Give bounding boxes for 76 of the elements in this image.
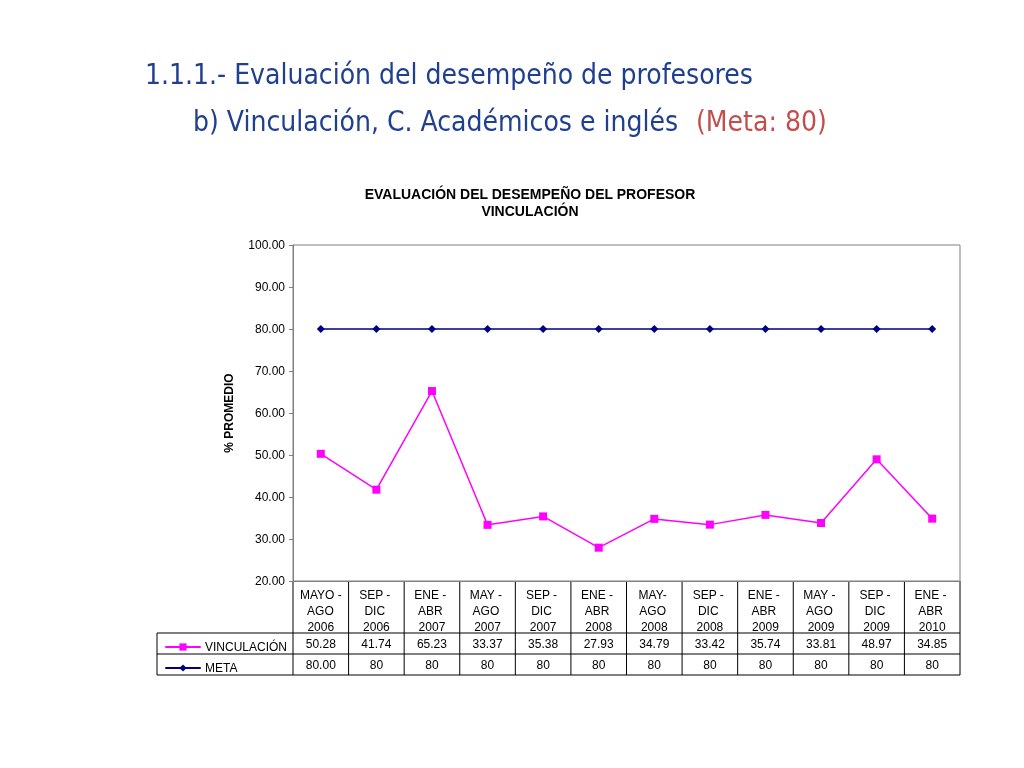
point — [316, 325, 325, 333]
data-label: 80 — [703, 657, 717, 672]
point — [928, 325, 937, 333]
x-tick-label: ENE - ABR 2008 — [581, 588, 617, 634]
legend-label: META — [205, 661, 238, 675]
data-label: 80 — [536, 657, 551, 672]
point — [316, 449, 325, 458]
y-axis-title: % PROMEDIO — [222, 373, 236, 453]
data-label: 80 — [480, 657, 495, 672]
x-tick-label: MAY- AGO 2008 — [638, 588, 670, 634]
x-tick-label: SEP - DIC 2006 — [359, 588, 394, 634]
point — [650, 325, 659, 333]
point — [372, 485, 381, 494]
y-tick-label: 30.00 — [254, 532, 286, 546]
data-label: 33.42 — [694, 636, 726, 651]
x-tick-label: MAY - AGO 2007 — [469, 588, 506, 634]
data-label: 48.97 — [861, 636, 892, 651]
data-label: 80 — [647, 657, 662, 672]
data-label: 35.38 — [528, 636, 559, 651]
point — [928, 514, 937, 523]
point — [539, 512, 548, 521]
point — [872, 455, 881, 464]
point — [872, 325, 881, 333]
data-label: 33.37 — [472, 636, 503, 651]
data-label: 80 — [425, 657, 439, 672]
data-label: 80 — [592, 657, 606, 672]
y-tick-label: 70.00 — [254, 364, 286, 378]
data-label: 50.28 — [305, 636, 337, 651]
y-tick-label: 60.00 — [254, 406, 286, 420]
y-tick-label: 90.00 — [254, 280, 286, 294]
y-tick-label: 100.00 — [248, 238, 286, 252]
point — [594, 543, 603, 552]
point — [705, 325, 714, 333]
data-label: 34.85 — [917, 636, 948, 651]
point — [761, 510, 770, 519]
point — [761, 325, 770, 333]
data-label: 35.74 — [750, 636, 781, 651]
x-tick-label: MAYO - AGO 2006 — [299, 588, 342, 634]
x-tick-label: SEP - DIC 2007 — [525, 588, 561, 634]
data-label: 80 — [369, 657, 384, 672]
data-label: 80 — [758, 657, 773, 672]
point — [372, 325, 381, 333]
data-label: 80 — [814, 657, 829, 672]
text: (Meta: 80) — [696, 104, 827, 138]
data-label: 80.00 — [305, 657, 337, 672]
point — [483, 325, 492, 333]
point — [427, 387, 436, 396]
point — [594, 325, 603, 333]
text: 1.1.1.- Evaluación del desempeño de profesores — [145, 57, 753, 91]
x-tick-label: ENE - ABR 2010 — [914, 588, 950, 634]
y-tick-label: 20.00 — [254, 574, 286, 588]
data-label: 34.79 — [639, 636, 670, 651]
data-label: 33.81 — [806, 636, 837, 651]
x-tick-label: SEP - DIC 2009 — [859, 588, 894, 634]
data-label: 27.93 — [583, 636, 615, 651]
point — [539, 325, 548, 333]
y-tick-label: 80.00 — [254, 322, 286, 336]
point — [427, 325, 436, 333]
y-tick-label: 40.00 — [254, 490, 286, 504]
point — [817, 325, 826, 333]
point — [705, 520, 714, 529]
y-tick-label: 50.00 — [254, 448, 286, 462]
chart-title: EVALUACIÓN DEL DESEMPEÑO DEL PROFESOR VINCULACIÓN — [364, 184, 696, 219]
data-label: 65.23 — [416, 636, 448, 651]
data-label: 80 — [869, 657, 884, 672]
point — [483, 520, 492, 529]
text: b) Vinculación, C. Académicos e inglés — [193, 104, 679, 138]
data-label: 80 — [925, 657, 940, 672]
point — [650, 514, 659, 523]
x-tick-label: MAY - AGO 2009 — [803, 588, 839, 634]
point — [817, 519, 826, 527]
x-tick-label: SEP - DIC 2008 — [692, 588, 728, 634]
legend-label: VINCULACIÓN — [205, 639, 288, 654]
x-tick-label: ENE - ABR 2007 — [414, 588, 450, 634]
data-label: 41.74 — [361, 636, 392, 651]
x-tick-label: ENE - ABR 2009 — [747, 588, 784, 634]
